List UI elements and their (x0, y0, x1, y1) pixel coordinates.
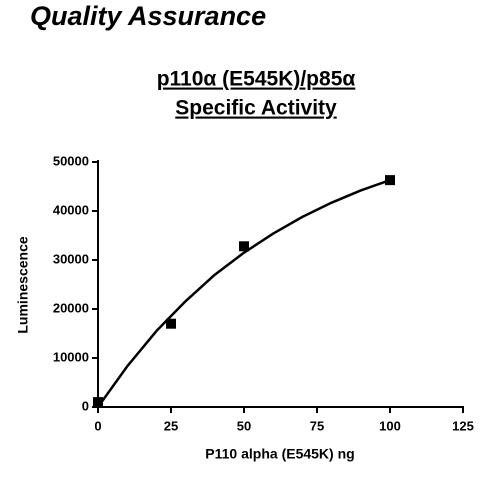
data-point (239, 241, 249, 252)
x-tick-label: 125 (452, 418, 474, 433)
y-tick-label: 30000 (53, 251, 89, 266)
chart-title: p110α (E545K)/p85α (157, 68, 356, 91)
y-tick-label: 10000 (53, 349, 89, 364)
x-tick-label: 50 (237, 418, 251, 433)
x-tick-label: 100 (379, 418, 401, 433)
x-axis-label: P110 alpha (E545K) ng (205, 446, 354, 462)
y-tick-label: 20000 (53, 300, 89, 315)
y-tick-label: 40000 (53, 202, 89, 217)
data-point (93, 397, 103, 408)
page-title: Quality Assurance (30, 1, 266, 31)
x-tick-label: 25 (164, 418, 178, 433)
y-tick-label: 50000 (53, 153, 89, 168)
x-tick-label: 0 (94, 418, 101, 433)
chart-title: Specific Activity (175, 97, 337, 120)
y-axis-label: Luminescence (15, 236, 31, 333)
fit-curve (96, 178, 391, 408)
y-tick-label: 0 (82, 398, 89, 413)
data-point (166, 318, 176, 329)
x-tick-label: 75 (310, 418, 324, 433)
